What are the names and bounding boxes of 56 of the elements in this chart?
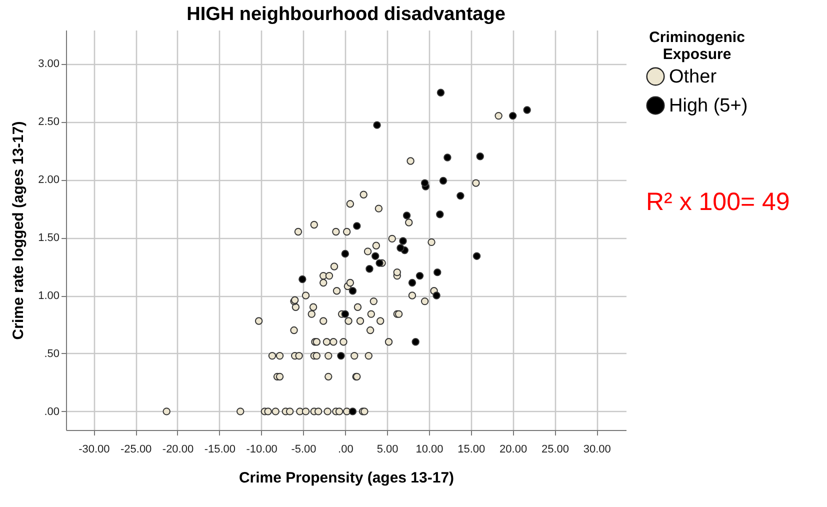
point bbox=[371, 252, 380, 260]
x-tick-label: 30.00 bbox=[583, 444, 611, 456]
point bbox=[348, 408, 357, 416]
point bbox=[420, 179, 429, 187]
point bbox=[436, 210, 444, 218]
point bbox=[341, 310, 350, 318]
x-tick-label: -15.00 bbox=[204, 444, 236, 456]
point bbox=[439, 176, 448, 185]
point bbox=[523, 106, 531, 114]
point bbox=[444, 154, 452, 162]
legend-label: High (5+) bbox=[669, 96, 748, 116]
x-tick-label: -20.00 bbox=[162, 444, 194, 456]
legend-label: Other bbox=[669, 66, 718, 88]
point bbox=[416, 272, 424, 280]
point bbox=[476, 152, 484, 160]
point bbox=[341, 250, 350, 258]
point bbox=[298, 275, 306, 284]
point bbox=[436, 88, 445, 96]
x-tick-label: -25.00 bbox=[120, 444, 152, 456]
x-axis-title: Crime Propensity (ages 13-17) bbox=[238, 470, 454, 486]
x-tick-label: -30.00 bbox=[78, 444, 110, 456]
point bbox=[396, 244, 404, 252]
y-tick-label: 2.50 bbox=[38, 116, 60, 128]
y-axis-title: Crime rate logged (ages 13-17) bbox=[10, 121, 28, 340]
y-tick-label: 3.00 bbox=[38, 58, 60, 70]
x-tick-label: 25.00 bbox=[541, 444, 570, 456]
point bbox=[399, 237, 407, 245]
point bbox=[456, 192, 464, 200]
x-tick-label: .00 bbox=[338, 444, 354, 456]
chart-title: HIGH neighbourhood disadvantage bbox=[186, 4, 506, 25]
y-tick-label: .50 bbox=[44, 348, 60, 360]
x-tick-label: -5.00 bbox=[291, 444, 316, 456]
point bbox=[472, 252, 481, 260]
x-tick-label: -10.00 bbox=[246, 444, 278, 456]
x-tick-label: 20.00 bbox=[500, 444, 528, 456]
point bbox=[412, 338, 420, 346]
legend-title: Criminogenic Exposure bbox=[649, 29, 745, 63]
y-tick-label: 2.00 bbox=[38, 174, 60, 186]
point bbox=[432, 292, 440, 300]
x-tick-label: 5.00 bbox=[376, 444, 398, 456]
y-tick-label: 1.50 bbox=[38, 232, 60, 244]
point bbox=[337, 352, 345, 360]
point bbox=[353, 222, 361, 230]
point bbox=[348, 287, 357, 295]
text: R² x 100= 49 bbox=[646, 188, 790, 216]
point bbox=[402, 212, 411, 220]
point bbox=[373, 121, 381, 129]
point bbox=[376, 259, 384, 267]
x-tick-label: 15.00 bbox=[458, 444, 486, 456]
x-tick-label: 10.00 bbox=[416, 444, 444, 456]
point bbox=[434, 268, 442, 276]
point bbox=[508, 112, 517, 120]
y-tick-label: .00 bbox=[44, 406, 60, 418]
point bbox=[366, 264, 374, 273]
point bbox=[408, 278, 416, 287]
y-tick-label: 1.00 bbox=[38, 290, 60, 302]
